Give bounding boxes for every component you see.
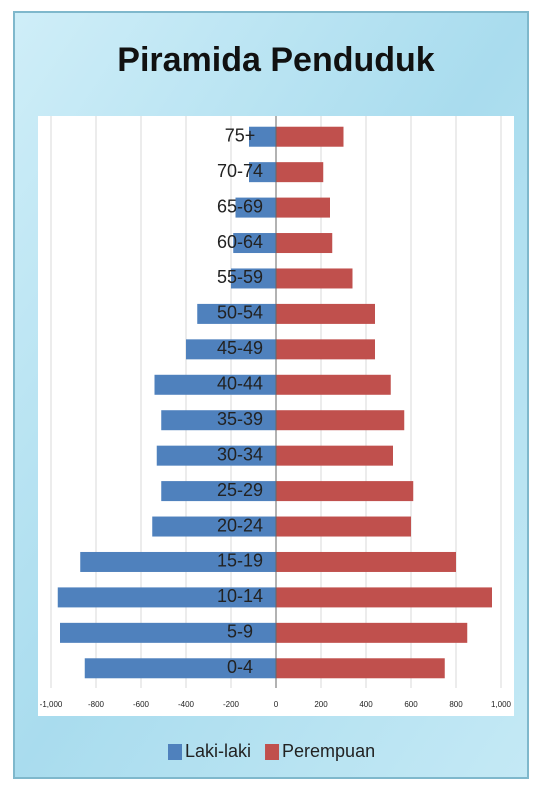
bar [231, 268, 276, 289]
y-tick-label: 5-9 [227, 622, 253, 642]
bar [276, 268, 353, 289]
x-tick-label: -800 [88, 700, 105, 709]
x-tick-label: -200 [223, 700, 240, 709]
bar [152, 516, 276, 537]
x-tick-label: 800 [449, 700, 463, 709]
bar [276, 339, 375, 360]
bar [161, 410, 276, 431]
legend-label: Perempuan [282, 741, 375, 761]
bar [186, 339, 276, 360]
bar [276, 481, 414, 502]
y-tick-label: 50-54 [217, 303, 263, 323]
bar [233, 233, 276, 254]
y-tick-label: 20-24 [217, 515, 263, 535]
y-tick-label: 30-34 [217, 444, 263, 464]
x-tick-label: 200 [314, 700, 328, 709]
y-tick-label: 25-29 [217, 480, 263, 500]
y-tick-label: 75+ [225, 125, 256, 145]
y-tick-label: 45-49 [217, 338, 263, 358]
bar [276, 622, 468, 643]
x-tick-label: 400 [359, 700, 373, 709]
y-tick-label: 60-64 [217, 232, 263, 252]
bar [84, 658, 276, 679]
y-tick-label: 10-14 [217, 586, 263, 606]
bar [156, 445, 276, 466]
bar [276, 516, 411, 537]
y-tick-label: 15-19 [217, 551, 263, 571]
bar [276, 658, 445, 679]
bar [276, 233, 333, 254]
y-tick-label: 55-59 [217, 267, 263, 287]
x-tick-label: 0 [274, 700, 279, 709]
bar [57, 587, 276, 608]
legend-label: Laki-laki [185, 741, 251, 761]
bar [276, 197, 330, 218]
y-tick-label: 70-74 [217, 161, 263, 181]
bar [276, 162, 324, 183]
legend-swatch [265, 744, 280, 760]
bar [276, 374, 391, 395]
bar [276, 410, 405, 431]
bar [276, 303, 375, 324]
bar [60, 622, 276, 643]
x-tick-label: 1,000 [491, 700, 512, 709]
bar [235, 197, 276, 218]
bar [276, 126, 344, 147]
y-tick-label: 0-4 [227, 657, 253, 677]
x-tick-label: -400 [178, 700, 195, 709]
bar [249, 126, 276, 147]
bar [154, 374, 276, 395]
bar [276, 445, 393, 466]
bar [276, 587, 492, 608]
x-tick-label: -600 [133, 700, 150, 709]
x-tick-label: -1,000 [40, 700, 63, 709]
x-tick-label: 600 [404, 700, 418, 709]
y-tick-label: 35-39 [217, 409, 263, 429]
bar [80, 551, 276, 572]
bar [249, 162, 276, 183]
legend-swatch [168, 744, 182, 760]
bar [161, 481, 276, 502]
y-tick-label: 65-69 [217, 196, 263, 216]
chart-title: Piramida Penduduk [117, 41, 434, 79]
bar [197, 303, 276, 324]
y-tick-label: 40-44 [217, 374, 263, 394]
bar [276, 551, 456, 572]
